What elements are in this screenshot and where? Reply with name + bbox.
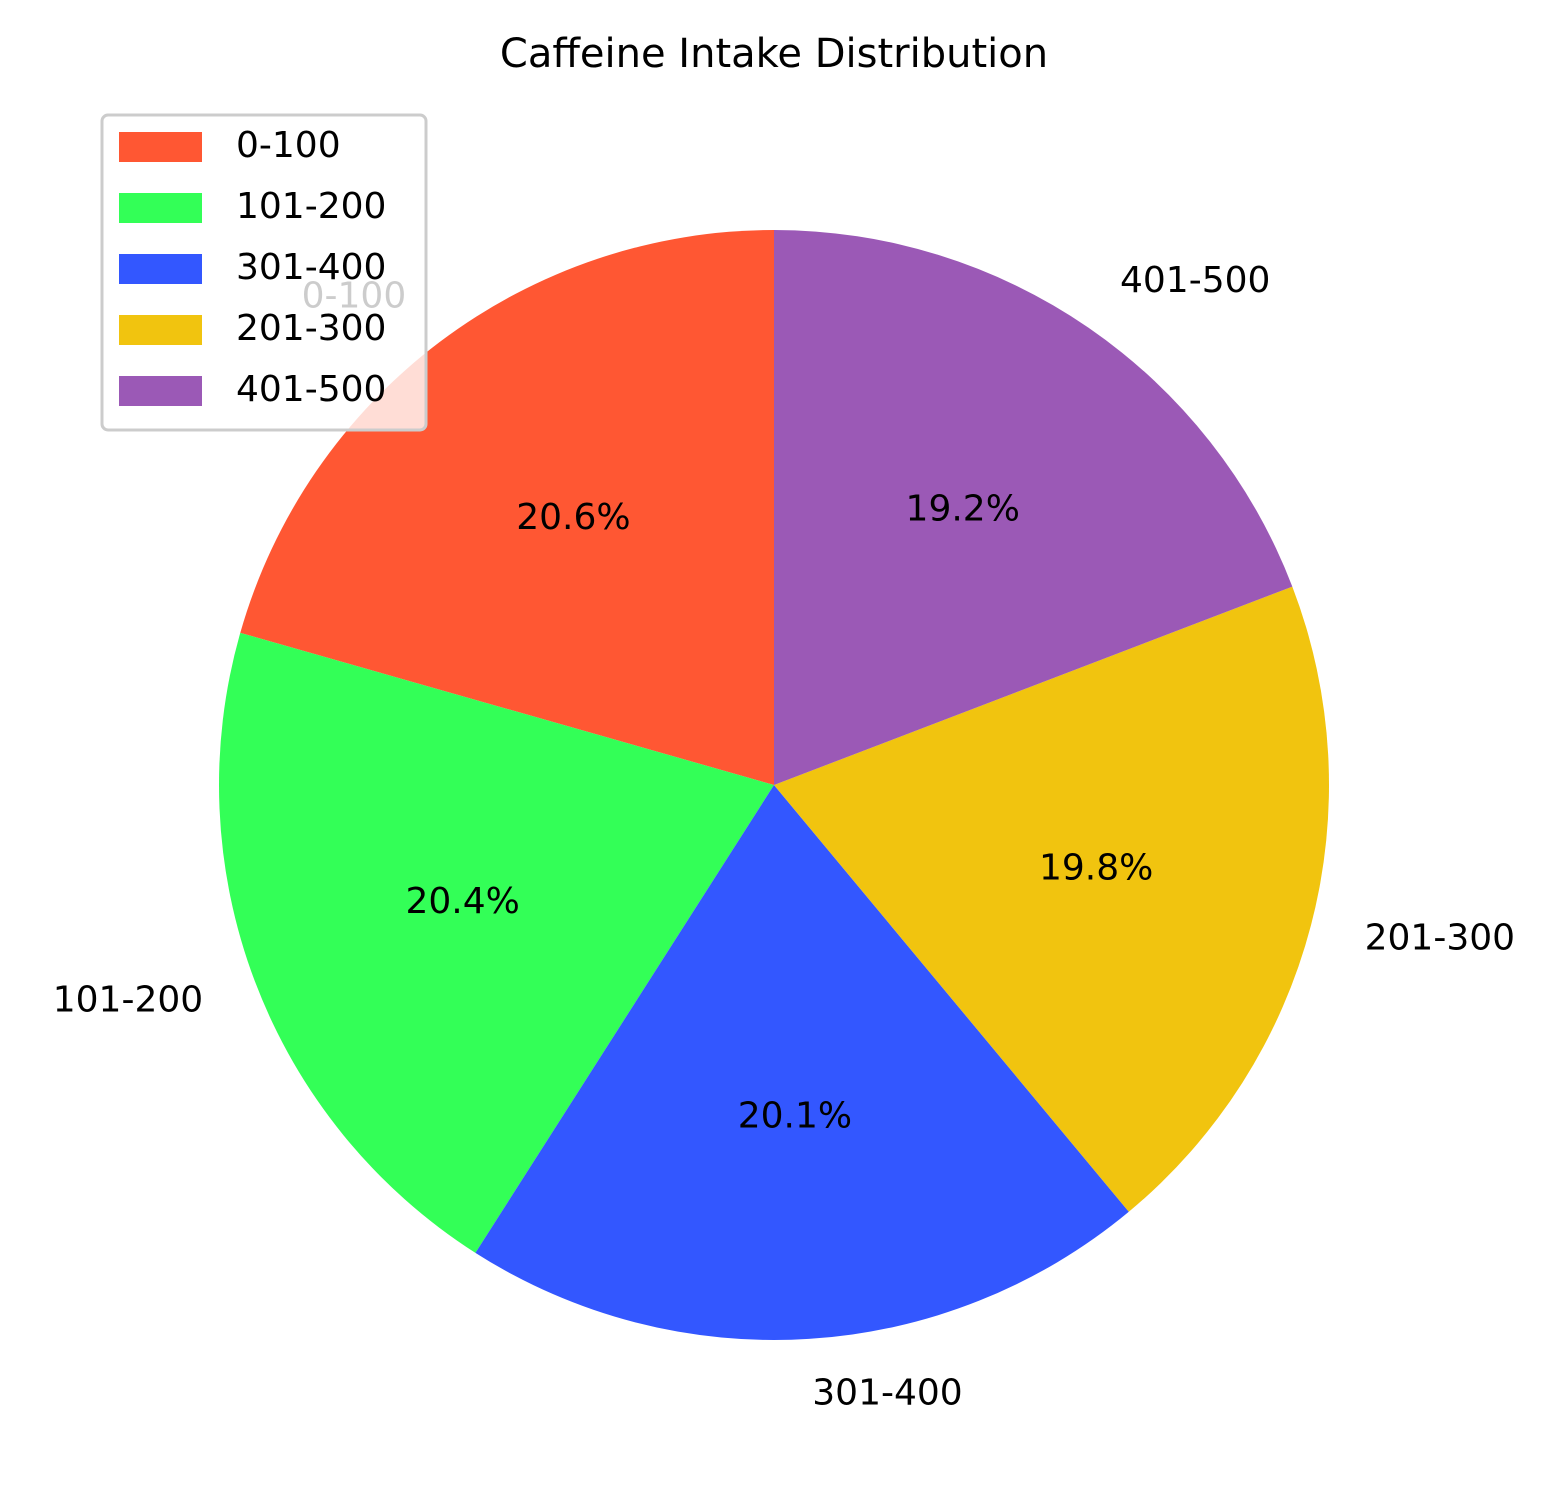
legend-swatch	[119, 193, 202, 223]
percentage-label: 20.4%	[405, 881, 519, 922]
slice-label: 401-500	[1120, 260, 1270, 301]
legend-label: 301-400	[236, 247, 386, 288]
legend-label: 101-200	[236, 186, 386, 227]
legend-swatch	[119, 254, 202, 284]
slice-label: 301-400	[812, 1372, 962, 1413]
pie-slice-0-100	[240, 230, 774, 785]
pie-slices	[219, 230, 1330, 1340]
percentage-label: 19.8%	[1039, 847, 1153, 888]
chart-title: Caffeine Intake Distribution	[500, 31, 1048, 77]
legend-swatch	[119, 132, 202, 162]
legend-entries: 0-100 101-200 301-400 201-300 401-500	[119, 125, 386, 410]
pie-slice-401-500	[774, 230, 1293, 785]
percentage-label: 20.1%	[738, 1095, 852, 1136]
pie-slice-101-200	[219, 632, 774, 1253]
legend-swatch	[119, 376, 202, 406]
legend-label: 401-500	[236, 369, 386, 410]
pie-slice-201-300	[774, 586, 1330, 1212]
percentage-labels: 20.6% 20.4% 20.1% 19.8% 19.2%	[405, 489, 1153, 1137]
legend: 0-100 101-200 301-400 201-300 401-500	[100, 113, 428, 432]
legend-label: 201-300	[236, 308, 386, 349]
percentage-label: 19.2%	[906, 489, 1020, 530]
legend-swatch	[119, 315, 202, 345]
percentage-label: 20.6%	[516, 497, 630, 538]
slice-label: 101-200	[53, 979, 203, 1020]
slice-label: 201-300	[1365, 917, 1515, 958]
pie-slice-301-400	[475, 785, 1129, 1340]
legend-label: 0-100	[236, 125, 341, 166]
